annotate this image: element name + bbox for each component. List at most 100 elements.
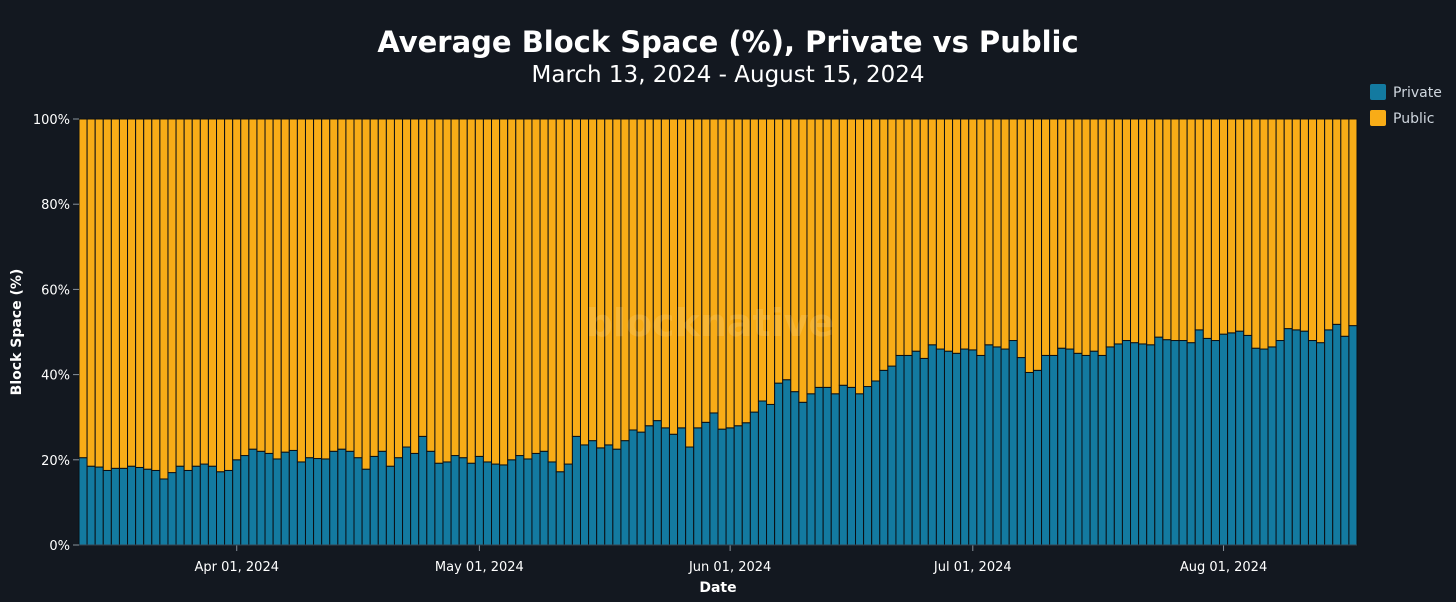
bar-private[interactable] — [709, 412, 719, 546]
bar-private[interactable] — [280, 451, 290, 546]
bar-private[interactable] — [927, 344, 937, 546]
bar-public[interactable] — [911, 118, 921, 352]
bar-private[interactable] — [1210, 340, 1220, 546]
bar-private[interactable] — [968, 349, 978, 546]
bar-public[interactable] — [86, 118, 96, 467]
bar-private[interactable] — [539, 450, 549, 546]
bar-private[interactable] — [1154, 336, 1164, 546]
bar-private[interactable] — [110, 467, 120, 546]
bar-private[interactable] — [1275, 340, 1285, 546]
bar-private[interactable] — [199, 463, 209, 546]
bar-private[interactable] — [903, 354, 913, 546]
bar-public[interactable] — [191, 118, 201, 467]
bar-private[interactable] — [515, 455, 525, 546]
bar-public[interactable] — [571, 118, 581, 437]
bar-public[interactable] — [879, 118, 889, 371]
bar-public[interactable] — [1267, 118, 1277, 348]
bar-public[interactable] — [887, 118, 897, 367]
bar-public[interactable] — [1299, 118, 1309, 332]
bar-public[interactable] — [458, 118, 468, 459]
bar-private[interactable] — [491, 463, 501, 546]
bar-private[interactable] — [135, 466, 145, 546]
bar-private[interactable] — [393, 457, 404, 546]
bar-private[interactable] — [822, 386, 832, 546]
bar-private[interactable] — [911, 350, 921, 546]
bar-private[interactable] — [1065, 348, 1075, 546]
bar-private[interactable] — [1259, 348, 1269, 546]
bar-public[interactable] — [377, 118, 387, 452]
bar-private[interactable] — [183, 469, 193, 546]
bar-public[interactable] — [733, 118, 743, 427]
bar-public[interactable] — [1307, 118, 1318, 342]
bar-public[interactable] — [628, 118, 638, 431]
bar-private[interactable] — [402, 446, 412, 546]
bar-public[interactable] — [668, 118, 679, 435]
bar-public[interactable] — [685, 118, 695, 448]
bar-private[interactable] — [588, 440, 598, 546]
bar-public[interactable] — [652, 118, 662, 422]
bar-public[interactable] — [596, 118, 606, 449]
bar-public[interactable] — [118, 118, 129, 469]
bar-private[interactable] — [571, 435, 581, 546]
bar-public[interactable] — [757, 118, 768, 402]
bar-public[interactable] — [216, 118, 226, 473]
bar-private[interactable] — [442, 461, 452, 546]
bar-private[interactable] — [232, 459, 242, 546]
bar-public[interactable] — [1324, 118, 1334, 331]
bar-public[interactable] — [709, 118, 719, 414]
bar-private[interactable] — [248, 448, 258, 546]
bar-public[interactable] — [280, 118, 290, 453]
bar-public[interactable] — [741, 118, 751, 424]
bar-public[interactable] — [1041, 118, 1051, 356]
bar-public[interactable] — [369, 118, 379, 457]
bar-private[interactable] — [1146, 344, 1156, 546]
bar-private[interactable] — [1178, 340, 1188, 546]
bar-public[interactable] — [960, 118, 970, 350]
bar-private[interactable] — [466, 462, 476, 546]
bar-public[interactable] — [78, 118, 88, 459]
bar-public[interactable] — [1235, 118, 1245, 332]
bar-public[interactable] — [620, 118, 630, 442]
bar-public[interactable] — [102, 118, 112, 471]
bar-private[interactable] — [1283, 328, 1293, 546]
bar-public[interactable] — [943, 118, 954, 352]
bar-public[interactable] — [903, 118, 913, 356]
bar-private[interactable] — [620, 440, 630, 546]
bar-private[interactable] — [288, 449, 298, 546]
bar-private[interactable] — [1170, 340, 1180, 546]
bar-private[interactable] — [919, 357, 929, 546]
bar-private[interactable] — [838, 384, 848, 546]
bar-public[interactable] — [1348, 118, 1358, 327]
bar-public[interactable] — [1243, 118, 1253, 336]
bar-private[interactable] — [78, 457, 88, 546]
bar-public[interactable] — [895, 118, 905, 356]
bar-private[interactable] — [806, 393, 816, 546]
bar-public[interactable] — [749, 118, 759, 413]
bar-public[interactable] — [272, 118, 282, 460]
bar-public[interactable] — [822, 118, 832, 388]
bar-private[interactable] — [733, 425, 743, 546]
bar-private[interactable] — [1073, 352, 1083, 546]
bar-public[interactable] — [1316, 118, 1326, 344]
bar-public[interactable] — [725, 118, 735, 429]
bar-public[interactable] — [846, 118, 857, 388]
bar-public[interactable] — [410, 118, 420, 454]
bar-private[interactable] — [1041, 354, 1051, 546]
bar-public[interactable] — [248, 118, 258, 450]
bar-private[interactable] — [1307, 340, 1318, 546]
bar-public[interactable] — [531, 118, 541, 454]
bar-private[interactable] — [1235, 330, 1245, 546]
bar-private[interactable] — [143, 468, 153, 546]
bar-public[interactable] — [1275, 118, 1285, 342]
bar-public[interactable] — [1332, 118, 1342, 325]
legend-item-public[interactable]: Public — [1370, 110, 1434, 127]
bar-public[interactable] — [385, 118, 395, 467]
bar-private[interactable] — [1324, 329, 1334, 546]
bar-public[interactable] — [547, 118, 557, 463]
bar-private[interactable] — [846, 386, 857, 546]
bar-public[interactable] — [604, 118, 614, 446]
bar-public[interactable] — [1218, 118, 1229, 335]
bar-private[interactable] — [426, 450, 436, 546]
bar-public[interactable] — [1073, 118, 1083, 354]
bar-public[interactable] — [539, 118, 549, 452]
